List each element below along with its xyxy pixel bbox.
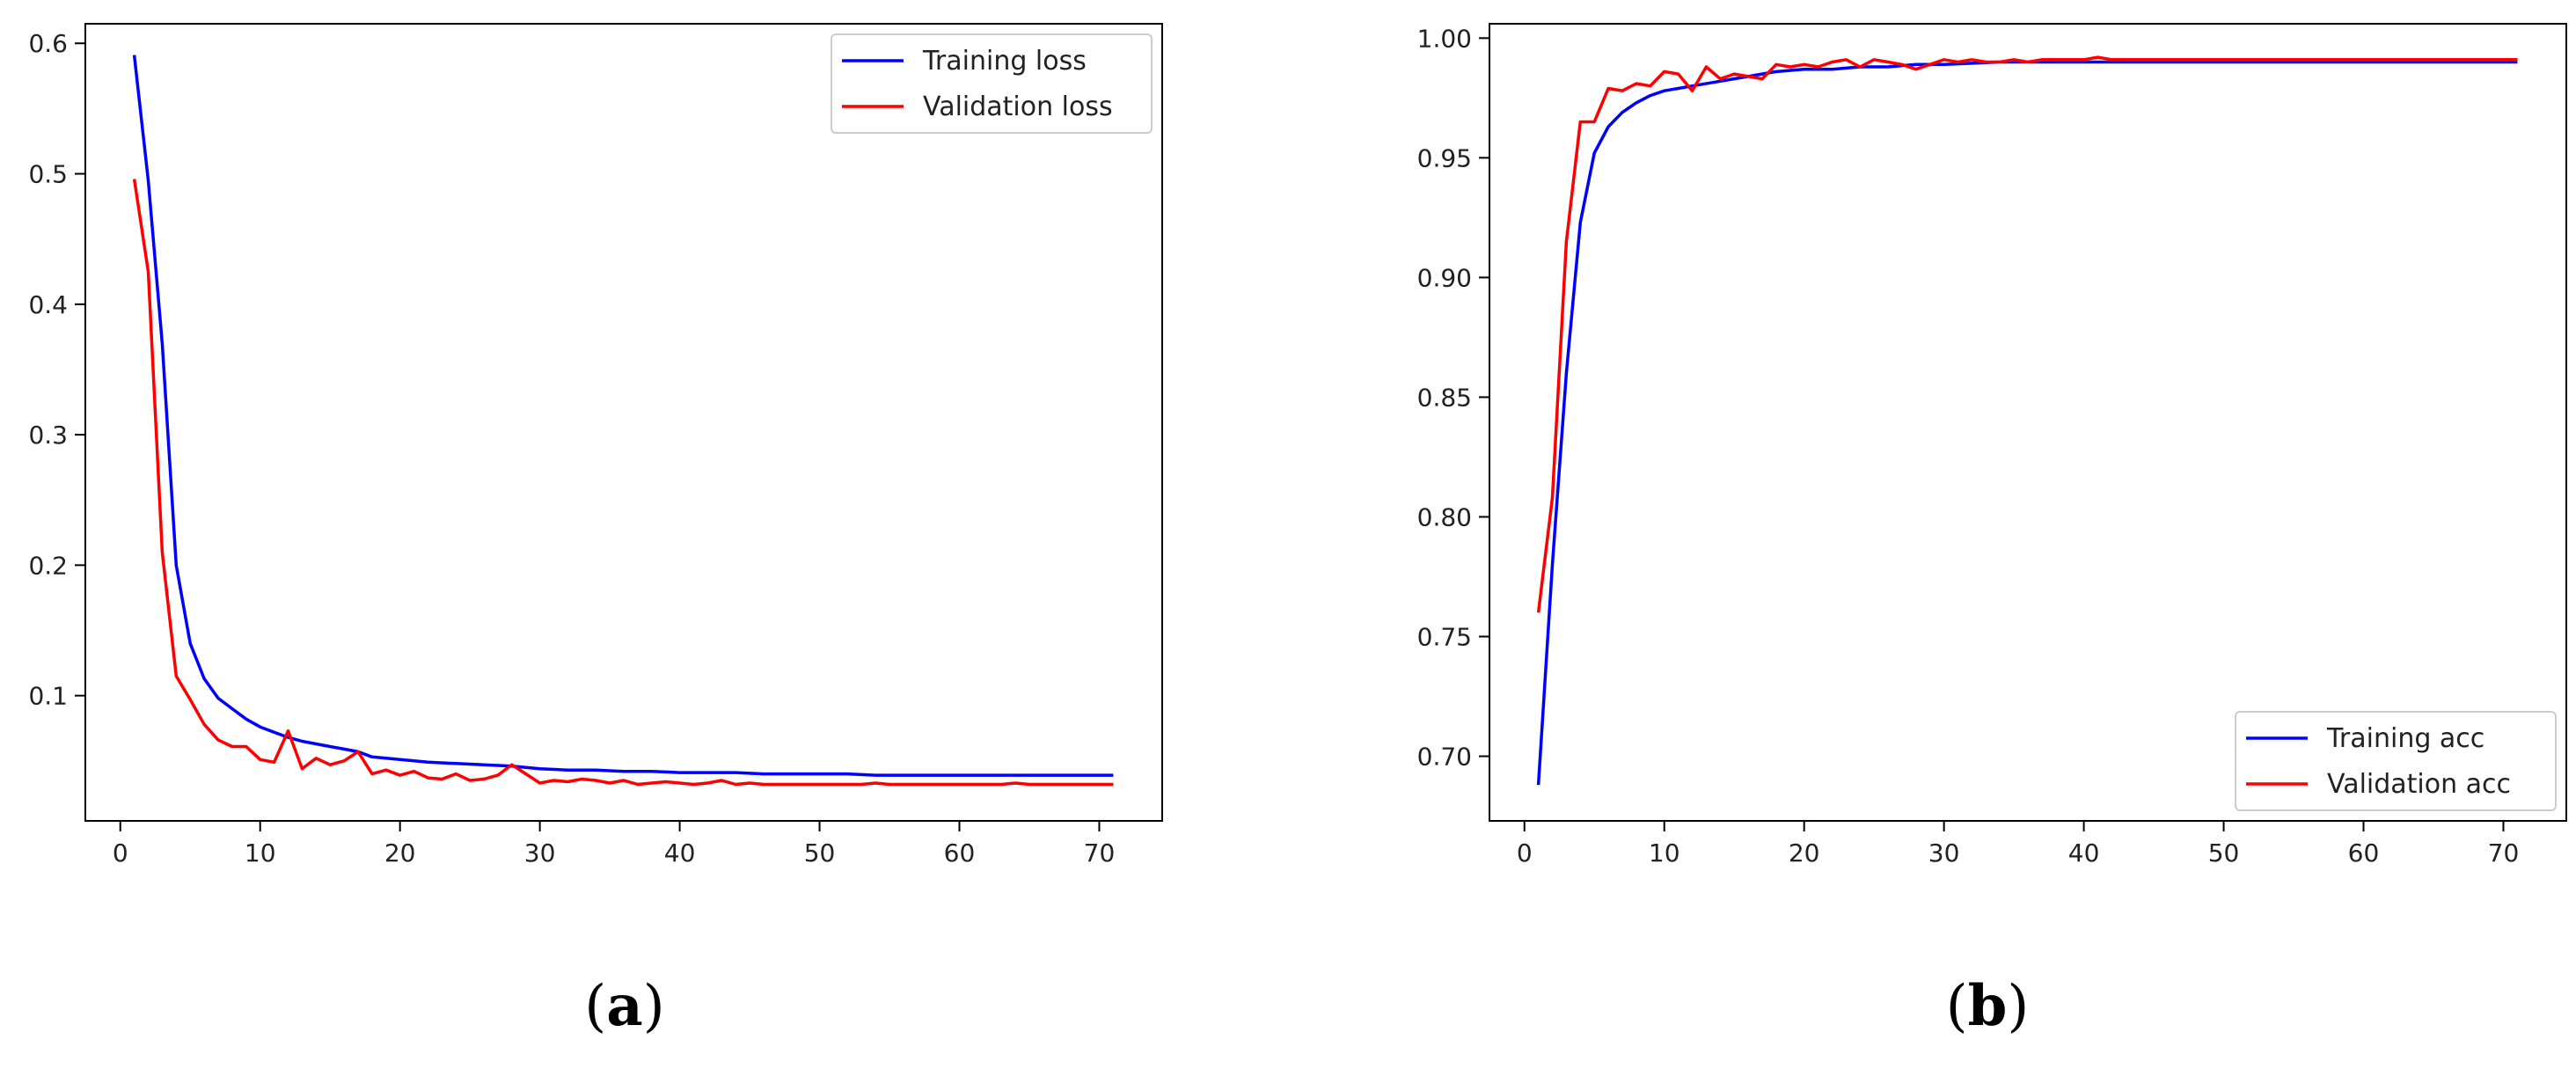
x-tick-label: 0 xyxy=(113,838,128,868)
x-tick-label: 70 xyxy=(1084,838,1116,868)
panel-a-caption: (a) xyxy=(584,973,664,1039)
legend-box xyxy=(2235,711,2557,811)
legend-label: Validation loss xyxy=(923,92,1113,122)
x-tick-label: 50 xyxy=(804,838,836,868)
panel-b-lines xyxy=(1536,55,2518,786)
panel-b-legend: Training acc Validation acc xyxy=(2235,711,2557,811)
y-tick-label: 0.75 xyxy=(1417,623,1472,652)
y-tick-label: 0.6 xyxy=(28,29,68,58)
y-tick-label: 0.70 xyxy=(1417,743,1472,772)
series-line-training xyxy=(1536,60,2518,786)
series-line-validation xyxy=(1536,55,2518,613)
panel-b: 0 10 20 30 40 50 60 70 0.70 0.75 0.80 0.85 0.90 0.95 1… xyxy=(1417,23,2567,1039)
panel-a: 0 10 20 30 40 50 60 70 0.1 0.2 0.3 0.4 0.5 0.6 Traini… xyxy=(28,23,1163,1039)
panel-b-caption: (b) xyxy=(1946,973,2030,1039)
x-tick-label: 60 xyxy=(944,838,976,868)
y-tick-label: 0.80 xyxy=(1417,502,1472,531)
y-tick-label: 0.3 xyxy=(28,421,68,450)
series-line-training xyxy=(132,55,1114,777)
x-tick-label: 50 xyxy=(2208,838,2240,868)
x-tick-label: 30 xyxy=(1928,838,1960,868)
legend-label: Training acc xyxy=(2326,723,2485,754)
x-tick-label: 0 xyxy=(1517,838,1533,868)
y-tick-label: 0.85 xyxy=(1417,383,1472,412)
x-tick-label: 70 xyxy=(2488,838,2520,868)
x-tick-label: 20 xyxy=(1789,838,1820,868)
y-tick-label: 0.4 xyxy=(28,290,68,319)
series-line-validation xyxy=(132,179,1114,787)
panel-a-legend: Training loss Validation loss xyxy=(831,33,1153,134)
x-tick-label: 40 xyxy=(664,838,696,868)
panel-a-plot-frame xyxy=(84,23,1163,822)
x-tick-label: 10 xyxy=(1649,838,1680,868)
y-tick-label: 0.1 xyxy=(28,682,68,711)
x-tick-label: 20 xyxy=(384,838,416,868)
panel-b-ticks: 0 10 20 30 40 50 60 70 0.70 0.75 0.80 0.85 0.90 0.95 1… xyxy=(1417,24,2520,868)
panel-a-ticks: 0 10 20 30 40 50 60 70 0.1 0.2 0.3 0.4 0.5 0.6 xyxy=(28,29,1115,868)
y-tick-label: 0.95 xyxy=(1417,143,1472,172)
x-tick-label: 30 xyxy=(524,838,556,868)
y-tick-label: 1.00 xyxy=(1417,24,1472,53)
panel-b-plot-frame xyxy=(1489,23,2567,822)
panel-a-lines xyxy=(132,55,1114,787)
legend-label: Training loss xyxy=(922,46,1087,77)
y-tick-label: 0.5 xyxy=(28,160,68,189)
legend-label: Validation acc xyxy=(2327,769,2511,800)
y-tick-label: 0.2 xyxy=(28,551,68,580)
x-tick-label: 60 xyxy=(2348,838,2380,868)
y-tick-label: 0.90 xyxy=(1417,263,1472,292)
legend-box xyxy=(831,33,1153,134)
x-tick-label: 40 xyxy=(2068,838,2100,868)
x-tick-label: 10 xyxy=(245,838,276,868)
